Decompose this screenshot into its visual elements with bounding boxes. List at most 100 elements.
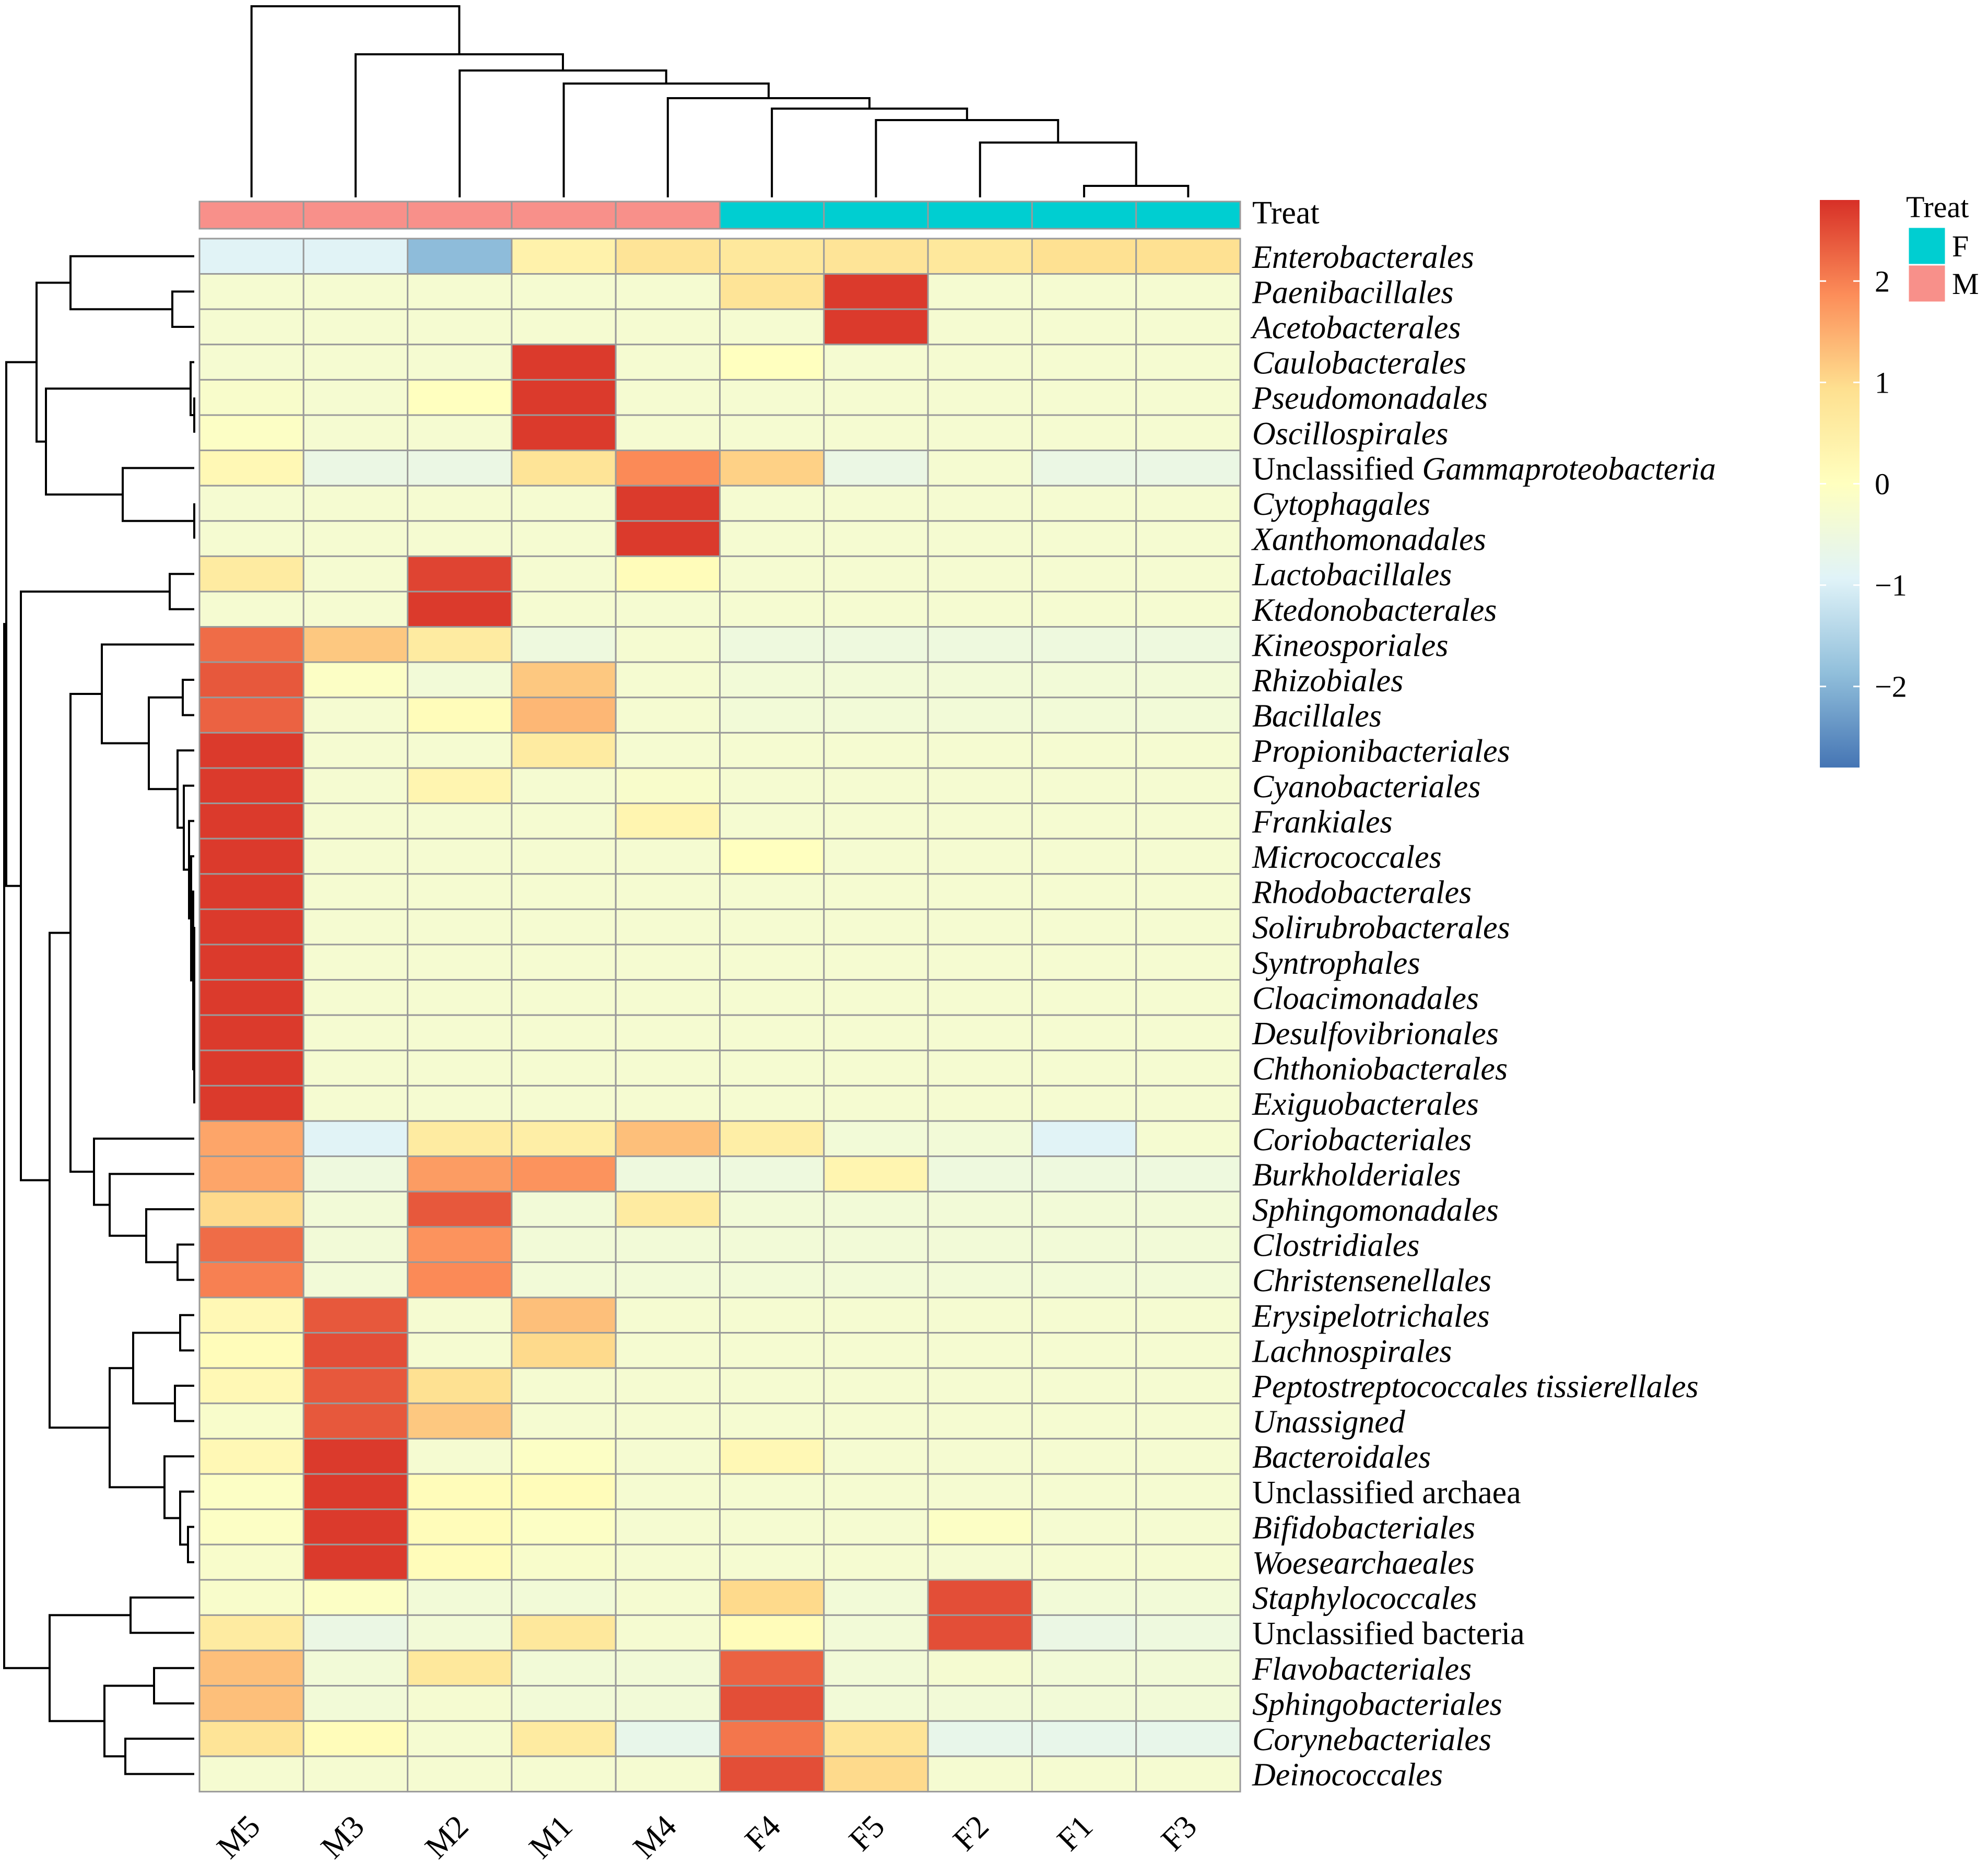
heatmap-cell bbox=[823, 555, 929, 593]
heatmap-cell bbox=[198, 767, 304, 805]
heatmap-cell bbox=[719, 1508, 825, 1546]
heatmap-cell bbox=[1135, 450, 1241, 487]
heatmap-cell bbox=[407, 1155, 513, 1193]
heatmap-cell bbox=[823, 1332, 929, 1369]
heatmap-cell bbox=[1135, 1437, 1241, 1475]
heatmap-cell bbox=[823, 238, 929, 275]
heatmap-cell bbox=[1031, 1437, 1137, 1475]
heatmap-cell bbox=[1031, 732, 1137, 769]
dendrogram-link bbox=[171, 290, 194, 328]
row-label: Burkholderiales bbox=[1252, 1157, 1461, 1193]
row-label-part: Enterobacterales bbox=[1252, 240, 1474, 275]
treat-annotation-label: Treat bbox=[1252, 195, 1320, 231]
heatmap-cell bbox=[823, 1296, 929, 1334]
heatmap-cell bbox=[1135, 1402, 1241, 1440]
heatmap-cell bbox=[615, 1120, 721, 1158]
column-label: F1 bbox=[1051, 1809, 1100, 1858]
heatmap-cell bbox=[615, 1332, 721, 1369]
heatmap-cell bbox=[719, 555, 825, 593]
heatmap-cell bbox=[615, 1084, 721, 1122]
heatmap-cell bbox=[719, 1579, 825, 1616]
heatmap-cell bbox=[1135, 767, 1241, 805]
heatmap-cell bbox=[927, 1261, 1033, 1299]
row-label-part: Micrococcales bbox=[1252, 840, 1442, 875]
heatmap-cell bbox=[511, 1332, 617, 1369]
heatmap-cell bbox=[927, 873, 1033, 910]
legend-item-label: M bbox=[1952, 267, 1979, 301]
heatmap-cell bbox=[719, 1755, 825, 1792]
heatmap-cell bbox=[927, 238, 1033, 275]
dendrogram-link bbox=[103, 1684, 154, 1757]
heatmap-cell bbox=[198, 626, 304, 663]
row-label-part: Bacteroidales bbox=[1252, 1440, 1431, 1475]
heatmap-cell bbox=[719, 273, 825, 310]
heatmap-cell bbox=[615, 1614, 721, 1651]
heatmap-cell bbox=[1031, 1508, 1137, 1546]
dendrogram-link bbox=[192, 890, 194, 1070]
row-label-part: Woesearchaeales bbox=[1252, 1546, 1475, 1581]
row-labels: EnterobacteralesPaenibacillalesAcetobact… bbox=[1250, 240, 1716, 1793]
heatmap-cell bbox=[511, 1649, 617, 1687]
row-label: Oscillospirales bbox=[1252, 416, 1448, 452]
heatmap-cell bbox=[823, 1508, 929, 1546]
heatmap-cell bbox=[615, 238, 721, 275]
column-label: F4 bbox=[738, 1809, 787, 1858]
heatmap-cell bbox=[719, 1685, 825, 1722]
treat-annotation-bar bbox=[198, 200, 1241, 230]
heatmap-cell bbox=[927, 344, 1033, 381]
heatmap-cell bbox=[302, 767, 409, 805]
heatmap-cell bbox=[198, 1720, 304, 1757]
heatmap-cell bbox=[1031, 1014, 1137, 1052]
heatmap-cell bbox=[407, 873, 513, 910]
row-label-part: Unassigned bbox=[1252, 1405, 1406, 1440]
heatmap-cell bbox=[823, 732, 929, 769]
heatmap-cell bbox=[927, 661, 1033, 699]
heatmap-cell bbox=[302, 661, 409, 699]
heatmap-cell bbox=[198, 1049, 304, 1087]
row-label: Xanthomonadales bbox=[1251, 522, 1486, 558]
heatmap-cell bbox=[615, 1296, 721, 1334]
row-label: Acetobacterales bbox=[1250, 310, 1461, 346]
heatmap-cell bbox=[719, 697, 825, 734]
heatmap-cell bbox=[407, 1014, 513, 1052]
heatmap-cell bbox=[719, 626, 825, 663]
treat-legend: Treat FM bbox=[1906, 190, 1979, 303]
heatmap-cell bbox=[615, 1226, 721, 1263]
heatmap-cell bbox=[407, 1755, 513, 1792]
heatmap-cell bbox=[1031, 344, 1137, 381]
heatmap-cell bbox=[927, 803, 1033, 840]
heatmap-cell bbox=[719, 344, 825, 381]
heatmap-cell bbox=[1135, 873, 1241, 910]
heatmap-cell bbox=[927, 1649, 1033, 1687]
heatmap-cell bbox=[407, 1226, 513, 1263]
heatmap-cell bbox=[407, 1332, 513, 1369]
heatmap-cell bbox=[511, 1402, 617, 1440]
heatmap-cell bbox=[1135, 1720, 1241, 1757]
heatmap-cell bbox=[927, 379, 1033, 416]
heatmap-cell bbox=[407, 1720, 513, 1757]
row-label-part: Flavobacteriales bbox=[1252, 1651, 1472, 1687]
column-label: F5 bbox=[842, 1809, 891, 1858]
heatmap-cell bbox=[823, 379, 929, 416]
row-label: Christensenellales bbox=[1252, 1263, 1491, 1299]
dendrogram-link bbox=[109, 1367, 164, 1489]
row-label-part: Chthoniobacterales bbox=[1252, 1052, 1508, 1087]
heatmap-cell bbox=[719, 1332, 825, 1369]
row-label: Exiguobacterales bbox=[1252, 1087, 1479, 1122]
heatmap-cell bbox=[823, 414, 929, 452]
row-label-part: Unclassified archaea bbox=[1252, 1475, 1521, 1511]
heatmap-cell bbox=[511, 943, 617, 981]
heatmap-cell bbox=[198, 238, 304, 275]
heatmap-cell bbox=[927, 485, 1033, 522]
heatmap-cell bbox=[1135, 1120, 1241, 1158]
heatmap-cell bbox=[823, 1084, 929, 1122]
heatmap-cell bbox=[719, 1367, 825, 1405]
dendrogram-link bbox=[69, 255, 194, 311]
row-label-part: Caulobacterales bbox=[1252, 346, 1466, 381]
heatmap-cell bbox=[719, 873, 825, 910]
row-label: Unassigned bbox=[1252, 1405, 1406, 1440]
heatmap-cell bbox=[1031, 626, 1137, 663]
heatmap-cell bbox=[1135, 344, 1241, 381]
heatmap-cell bbox=[719, 1296, 825, 1334]
heatmap-cell bbox=[511, 1543, 617, 1581]
